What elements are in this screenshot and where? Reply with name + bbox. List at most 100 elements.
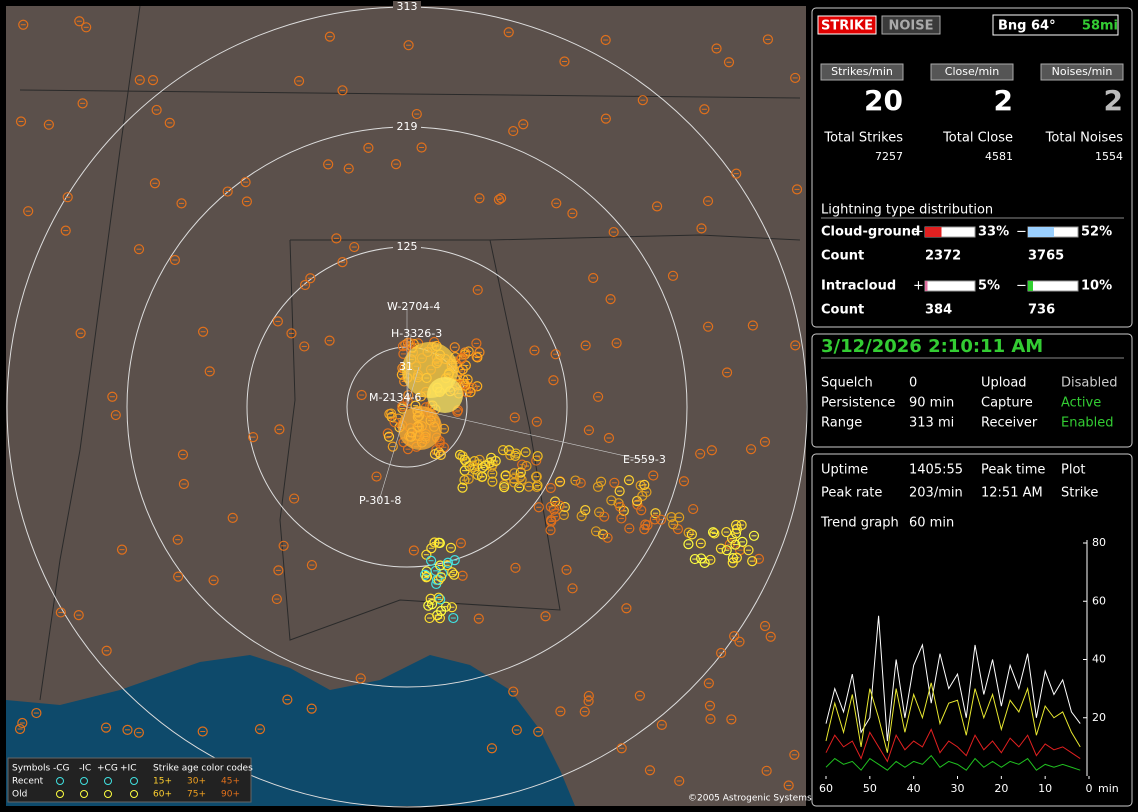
strike-symbol (592, 391, 604, 402)
panel (811, 7, 1133, 328)
strike-symbol (707, 527, 719, 538)
strike-symbol (729, 631, 740, 642)
percent: 10% (1081, 279, 1112, 294)
strike-symbol (706, 445, 717, 456)
map: 313 219 125 W-2704-4 H-3326-3 31 M-2134-6 P-301… (6, 0, 808, 808)
dist-name: Intracloud (821, 279, 896, 294)
distance: 58mi (1082, 19, 1118, 34)
x-tick-label: 40 (907, 782, 921, 795)
strike-symbol (637, 490, 648, 501)
strike-symbol (531, 416, 542, 427)
strike-symbol (559, 56, 570, 67)
strike-symbol (509, 477, 520, 488)
bar (1028, 281, 1033, 291)
legend-age: 60+ (153, 790, 172, 800)
strike-symbol (107, 391, 118, 402)
marker-line (378, 406, 408, 502)
strike-symbol (435, 572, 447, 583)
strike-symbol (583, 690, 594, 702)
strike-symbol (737, 536, 748, 547)
bearing-box (992, 14, 1119, 36)
legend-header: -IC (79, 764, 91, 774)
count: 736 (1028, 303, 1055, 318)
marker-label: H-3326-3 (391, 327, 442, 340)
legend-symbol (56, 790, 64, 798)
strike-symbol (110, 409, 121, 421)
strike-symbol (731, 168, 742, 179)
strike-symbol (134, 74, 145, 86)
rate-button (930, 63, 1014, 81)
strike-symbol (721, 545, 732, 556)
strike-symbol (436, 605, 447, 617)
strike-symbol (471, 338, 482, 349)
stat-cell: Peak time (981, 463, 1045, 478)
noise-button[interactable] (881, 15, 941, 35)
strike-symbol (555, 706, 566, 717)
strike-symbol (686, 529, 697, 540)
strike-button[interactable] (817, 15, 877, 35)
count-label: Count (821, 303, 864, 318)
strike-symbol (442, 557, 454, 568)
strike-symbol (75, 328, 86, 339)
strike-symbol (600, 34, 611, 46)
strike-symbol (508, 473, 520, 485)
strike-symbol (173, 571, 184, 582)
strike-symbol (548, 375, 559, 386)
strike-symbol (575, 477, 586, 489)
strike-symbol (305, 273, 316, 284)
strike-symbol (721, 367, 733, 378)
strike-symbol (651, 201, 663, 212)
marker-label: M-2134-6 (369, 391, 421, 404)
x-tick-label: 10 (1038, 782, 1052, 795)
strike-symbol (133, 727, 144, 738)
strike-symbol (447, 567, 458, 578)
legend-header: +IC (120, 764, 136, 774)
strike-symbol (272, 316, 283, 327)
strike-symbol (331, 233, 342, 244)
strike-symbol (271, 593, 282, 605)
strike-symbol (448, 612, 459, 624)
strike-symbol (457, 482, 468, 493)
legend-symbol (80, 777, 88, 785)
strike-symbol (505, 449, 516, 461)
strike-symbol (674, 512, 685, 523)
status-cell: Disabled (1061, 376, 1117, 391)
strike-symbol (426, 543, 437, 554)
legend-row-label: Old (12, 790, 27, 800)
count: 2372 (925, 249, 961, 264)
strike-symbol (484, 457, 495, 469)
strike-symbol (570, 475, 581, 486)
strike-symbol (77, 98, 88, 109)
legend-symbol (104, 777, 112, 785)
copyright: ©2005 Astrogenic Systems (688, 794, 812, 804)
status-cell: Upload (981, 376, 1027, 391)
strike-symbol (609, 477, 620, 488)
strike-symbol (355, 673, 366, 684)
strike-symbol (421, 572, 432, 583)
strike-symbol (459, 475, 470, 486)
stat-cell: Uptime (821, 463, 868, 478)
strike-symbol (631, 495, 643, 507)
strike-symbol (616, 513, 627, 524)
strike-symbol (337, 257, 348, 268)
strike-symbol (425, 555, 437, 566)
strike-symbol (508, 686, 519, 697)
strike-symbol (561, 564, 572, 575)
x-tick-label: 20 (994, 782, 1008, 795)
ring-label-bg (393, 1, 421, 13)
strike-symbol (274, 424, 285, 435)
strike-symbol (198, 326, 209, 337)
strike-symbol (540, 611, 551, 622)
panel (811, 333, 1133, 448)
strike-symbol (446, 602, 458, 613)
sign: − (1016, 279, 1027, 294)
trend-line (825, 754, 1081, 771)
x-tick-label: 50 (863, 782, 877, 795)
strike-symbol (730, 539, 741, 550)
rate-value: 2 (1104, 84, 1123, 117)
strike-symbol (532, 451, 543, 462)
strike-symbol (624, 523, 635, 534)
strike-symbol (533, 726, 544, 737)
strike-symbol (403, 40, 414, 51)
strike-symbol (518, 119, 529, 130)
